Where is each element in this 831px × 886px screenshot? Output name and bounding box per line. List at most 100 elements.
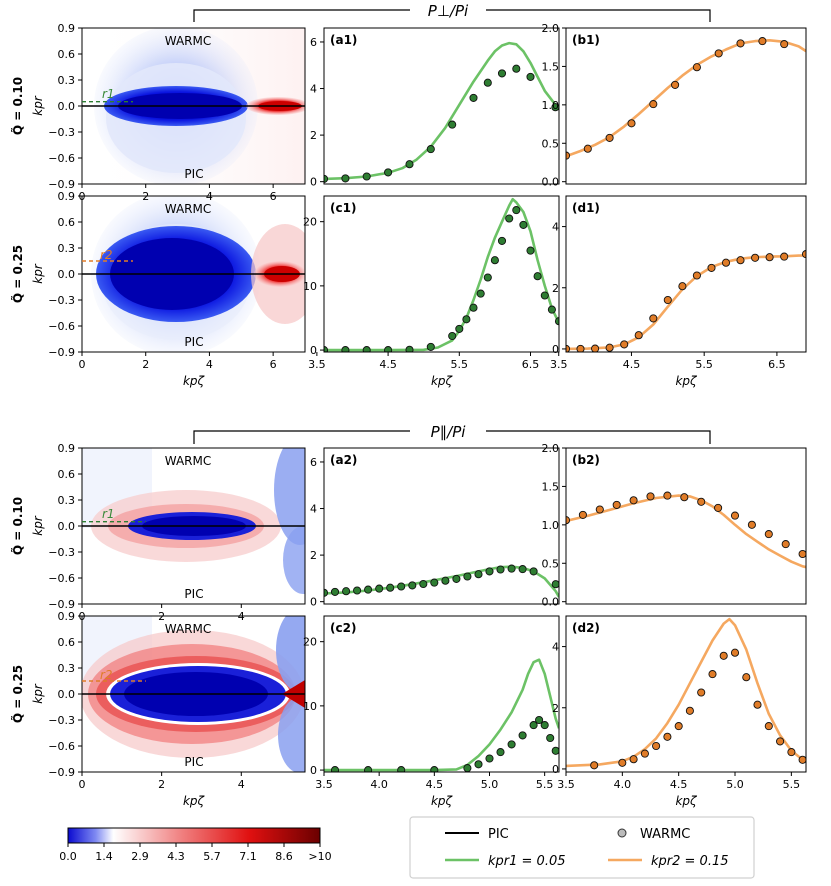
warmc-point [485, 567, 494, 576]
group-title-par: P∥/Pi [431, 423, 467, 441]
warmc-point [405, 345, 414, 352]
warmc-point [780, 252, 789, 261]
warmc-point [405, 160, 414, 169]
warmc-point [324, 588, 329, 597]
ytick-label: 0.0 [58, 100, 76, 113]
colorbar-tick-label: 5.7 [203, 850, 221, 863]
warmc-point [634, 331, 643, 340]
colorbar-ticks: 0.0 1.4 2.9 4.3 5.7 7.1 8.6 >10 [59, 843, 332, 863]
warmc-point [742, 673, 751, 682]
warmc-point [551, 746, 559, 755]
warmc-point [764, 722, 773, 731]
ytick-label: −0.9 [48, 598, 75, 611]
ytick-label: 0.6 [58, 468, 76, 481]
ytick-label: 0.3 [58, 242, 76, 255]
warmc-point [685, 706, 694, 715]
ytick-label: 0 [310, 596, 317, 609]
xtick-label: 6.5 [522, 358, 540, 371]
warmc-point [483, 273, 492, 282]
warmc-point [590, 761, 599, 770]
warmc-point [463, 764, 472, 772]
ytick-label: 0.3 [58, 662, 76, 675]
warmc-point [384, 346, 393, 352]
ytick-label: −0.6 [48, 740, 75, 753]
warmc-point [758, 37, 767, 46]
map-label-pic-3: PIC [184, 755, 203, 769]
warmc-point [680, 493, 689, 502]
panel-label: (d1) [572, 201, 600, 215]
warmc-point [518, 565, 527, 574]
ytick-label: 6 [310, 36, 317, 49]
xtick-label: 5.5 [695, 358, 713, 371]
warmc-point [730, 648, 740, 657]
panel-label: (a2) [330, 453, 357, 467]
warmc-point [605, 343, 614, 352]
ytick-label: 0 [310, 344, 317, 357]
ytick-label: 4 [552, 641, 559, 654]
warmc-point [448, 120, 457, 129]
warmc-point [341, 346, 350, 352]
warmc-point [419, 579, 428, 589]
ytick-label: −0.6 [48, 572, 75, 585]
par-group-bracket: P∥/Pi [193, 423, 711, 444]
xlabel: kpζ [675, 794, 698, 808]
series-line-pic [566, 254, 806, 351]
warmc-point [441, 576, 450, 585]
xtick-label: 2 [142, 190, 149, 203]
colorbar-tick-label: 8.6 [275, 850, 293, 863]
xtick-label: 4 [206, 358, 213, 371]
warmc-point [678, 282, 687, 291]
warmc-point [529, 567, 538, 576]
warmc-point [426, 342, 435, 351]
warmc-point [341, 174, 350, 183]
warmc-point [518, 731, 527, 740]
map-label-pic-1: PIC [184, 335, 203, 349]
ytick-label: 0.3 [58, 494, 76, 507]
warmc-point [620, 340, 629, 349]
warmc-point [707, 263, 716, 272]
warmc-point [507, 564, 516, 573]
xtick-label: 5.5 [451, 358, 469, 371]
warmc-point [455, 324, 464, 333]
colorbar-gradient [67, 827, 321, 844]
ytick-label: −0.3 [48, 294, 75, 307]
warmc-point [526, 246, 535, 255]
series-line-pic [324, 658, 559, 772]
warmc-point [692, 63, 701, 72]
warmc-point [364, 585, 373, 594]
panel-b1: 0.0 0.5 1.0 1.5 2.0 (b1) [542, 22, 807, 189]
ytick-label: 10 [303, 280, 317, 293]
xtick-label: 5.5 [536, 778, 554, 791]
warmc-point [751, 253, 760, 262]
xtick-label: 4.5 [379, 358, 397, 371]
ytick-label: 1.0 [542, 519, 560, 532]
ytick-label: 0 [552, 343, 559, 356]
panel-a2: 0 2 4 6 (a2) [310, 447, 560, 609]
warmc-point [697, 497, 706, 506]
warmc-point [362, 346, 371, 352]
row-label-par-q025: Q̃ = 0.25 [11, 665, 25, 723]
plot-area [324, 197, 559, 352]
warmc-point [640, 749, 649, 758]
plot-area [324, 564, 559, 598]
ytick-label: −0.3 [48, 546, 75, 559]
panel-map-perp-q025: 0.9 0.6 0.3 0.0 −0.3 −0.6 −0.9 0 2 4 6 kpr kpζ [31, 190, 305, 388]
warmc-point [649, 314, 658, 323]
warmc-point [736, 39, 745, 48]
ytick-label: 0.5 [542, 137, 560, 150]
warmc-point [408, 581, 417, 590]
warmc-point [591, 344, 600, 352]
xtick-label: 4 [238, 610, 245, 623]
panel-frame [323, 615, 560, 773]
ytick-label: 1.5 [542, 480, 560, 493]
xtick-label: 5.0 [726, 778, 744, 791]
warmc-point [469, 93, 478, 102]
legend-pic-label: PIC [488, 827, 509, 842]
warmc-point [708, 670, 717, 679]
panel-frame [323, 27, 560, 185]
warmc-point [730, 511, 740, 520]
panel-label: (b1) [572, 33, 600, 47]
warmc-point [512, 206, 521, 215]
ytick-label: −0.3 [48, 126, 75, 139]
ytick-label: 0.6 [58, 48, 76, 61]
